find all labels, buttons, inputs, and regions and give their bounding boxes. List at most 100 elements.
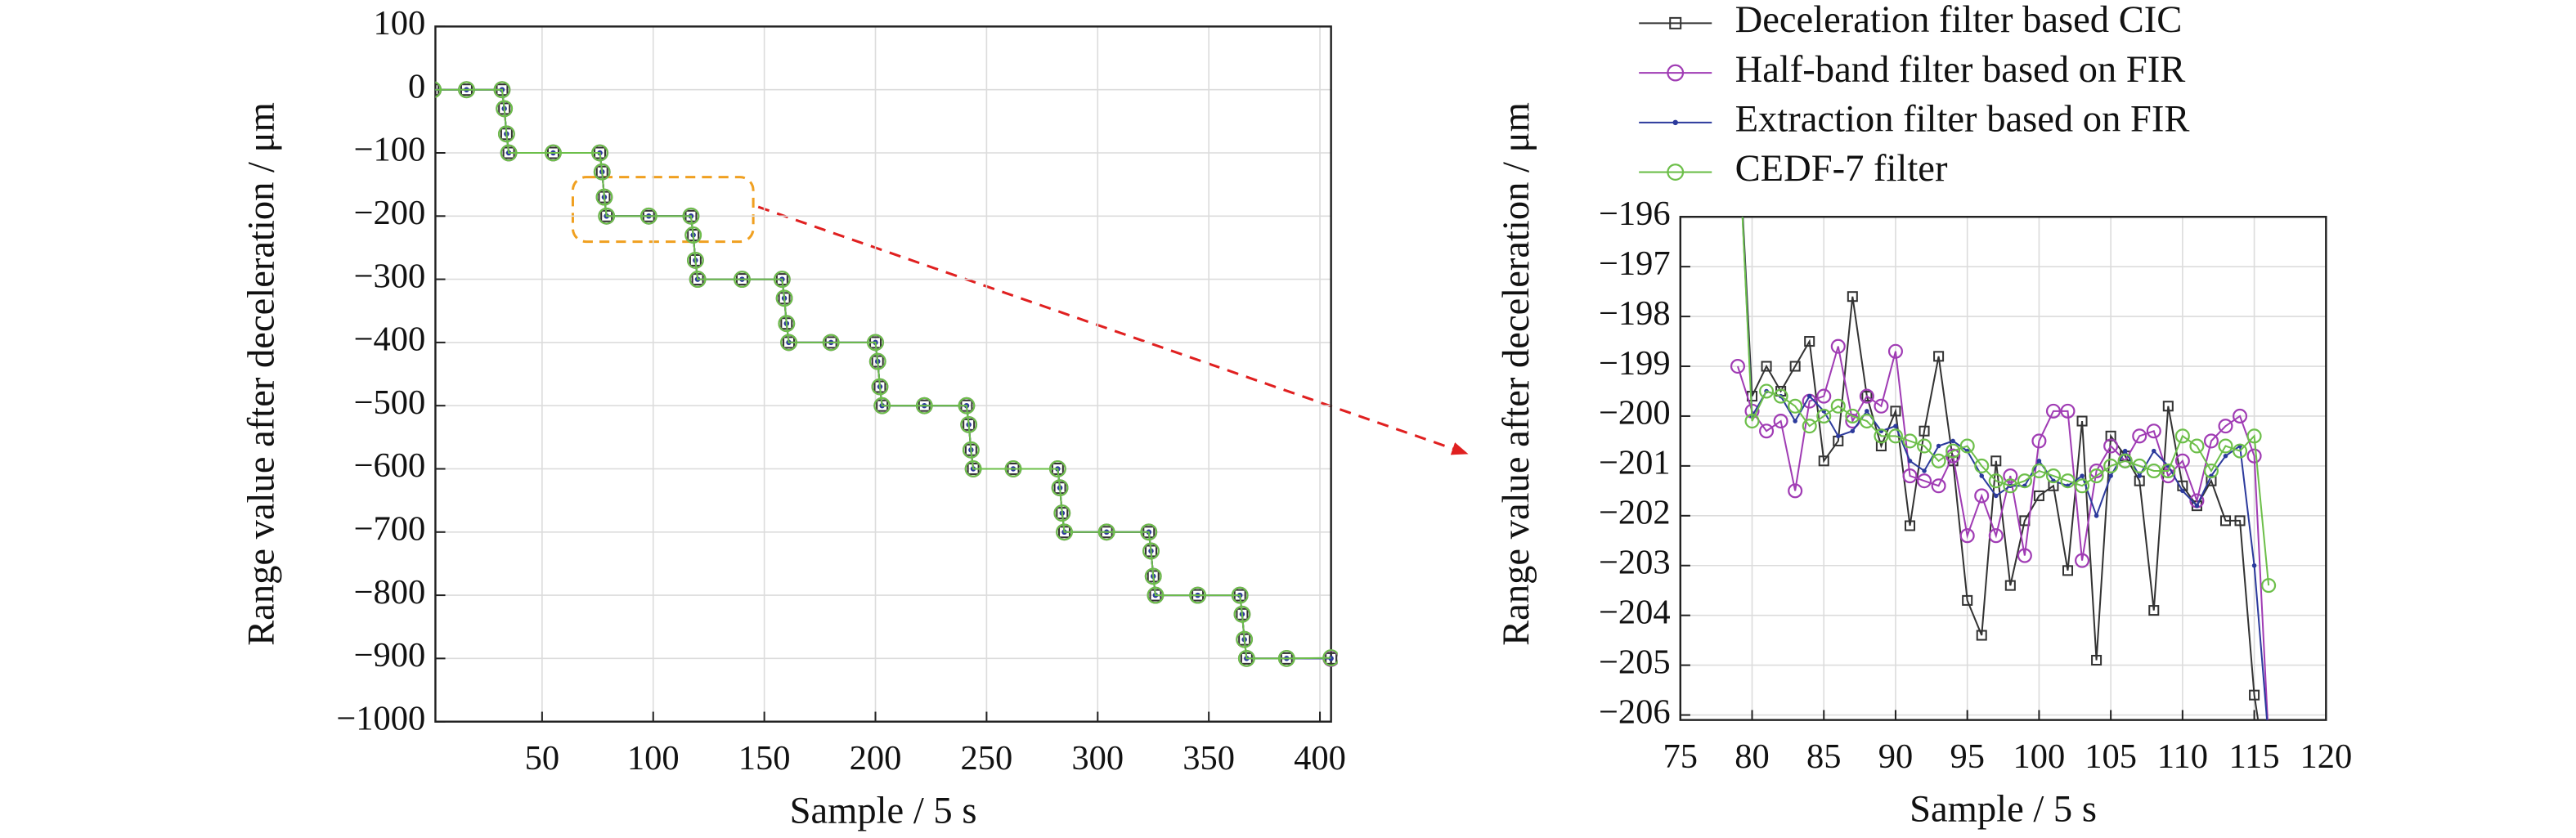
marker <box>2031 463 2047 479</box>
marker <box>2203 463 2219 479</box>
y-tick-label: −1000 <box>336 699 425 737</box>
marker <box>1907 459 1913 464</box>
series-line <box>1742 217 2260 720</box>
marker <box>960 415 978 433</box>
marker <box>2233 443 2248 459</box>
y-tick-label: −200 <box>1599 394 1671 432</box>
marker <box>1865 409 1869 414</box>
marker <box>1836 433 1841 439</box>
legend-label: Deceleration filter based CIC <box>1735 0 2183 41</box>
marker <box>682 207 700 225</box>
plot-frame <box>434 25 1332 723</box>
marker <box>458 81 475 99</box>
marker <box>1322 649 1338 667</box>
marker <box>1231 586 1249 604</box>
y-tick-label: 100 <box>374 4 426 43</box>
marker <box>1237 649 1255 667</box>
marker <box>593 163 611 181</box>
marker <box>1874 398 1889 414</box>
marker <box>873 397 891 415</box>
marker <box>686 251 704 269</box>
y-tick-label: −205 <box>1599 643 1671 681</box>
marker <box>2194 503 2200 509</box>
marker <box>775 289 793 307</box>
marker <box>2045 403 2061 419</box>
x-tick-label: 115 <box>2228 737 2279 776</box>
marker <box>1974 488 1990 504</box>
zoom-box <box>571 176 755 244</box>
marker <box>1142 542 1160 560</box>
marker <box>1902 433 1918 449</box>
marker <box>1830 398 1846 414</box>
marker <box>1097 523 1115 541</box>
marker <box>2122 448 2128 454</box>
marker <box>497 125 515 143</box>
x-tick-label: 75 <box>1663 737 1698 776</box>
marker <box>1887 428 1903 444</box>
marker <box>1818 455 1829 467</box>
legend-label: CEDF-7 filter <box>1735 148 1948 190</box>
marker <box>2075 478 2090 494</box>
marker <box>2045 468 2061 484</box>
legend-label: Half-band filter based on FIR <box>1735 49 2186 91</box>
x-tick-label: 250 <box>961 739 1013 778</box>
marker <box>2017 473 2032 489</box>
y-tick-label: −400 <box>354 320 426 359</box>
marker <box>1806 393 1812 399</box>
marker <box>1773 388 1788 404</box>
zoom-arrow <box>757 205 1469 455</box>
y-tick-label: −199 <box>1599 344 1671 383</box>
marker <box>1890 406 1901 417</box>
marker <box>1893 423 1898 428</box>
x-tick-label: 350 <box>1183 739 1235 778</box>
marker <box>500 144 518 162</box>
y-tick-label: −203 <box>1599 543 1671 581</box>
marker <box>435 81 442 98</box>
marker <box>1904 520 1916 531</box>
marker <box>2031 433 2047 449</box>
marker <box>2075 553 2090 568</box>
marker <box>1859 388 1874 404</box>
x-tick-label: 200 <box>850 739 902 778</box>
marker <box>1847 291 1858 302</box>
y-tick-label: −800 <box>354 573 426 612</box>
marker <box>1804 336 1815 347</box>
marker <box>1793 419 1797 423</box>
marker <box>2103 438 2119 454</box>
marker <box>2003 478 2018 494</box>
marker <box>2246 428 2262 444</box>
marker <box>2203 433 2219 449</box>
y-tick-label: −100 <box>354 131 426 169</box>
marker <box>2174 453 2190 468</box>
x-tick-label: 100 <box>627 739 680 778</box>
y-tick-label: −600 <box>354 446 426 485</box>
legend-marker <box>1672 119 1678 126</box>
marker <box>778 315 796 333</box>
marker <box>958 397 976 415</box>
marker <box>2148 605 2160 616</box>
marker <box>1761 361 1772 372</box>
legend-entry: Half-band filter based on FIR <box>1639 49 2185 91</box>
legend-entry: Deceleration filter based CIC <box>1639 0 2182 41</box>
marker <box>689 271 707 289</box>
marker <box>1051 479 1069 497</box>
marker <box>2117 453 2133 468</box>
x-tick-label: 100 <box>2013 737 2066 776</box>
series-line <box>435 88 1331 660</box>
marker <box>595 188 613 206</box>
marker <box>1056 523 1073 541</box>
y-tick-label: −202 <box>1599 494 1671 532</box>
marker <box>2189 438 2205 454</box>
marker <box>2219 515 2232 527</box>
marker <box>2103 458 2119 473</box>
marker <box>2180 488 2185 494</box>
marker <box>1830 338 1846 354</box>
marker <box>2036 459 2042 464</box>
marker <box>2003 468 2018 484</box>
marker <box>1988 473 2004 489</box>
marker <box>1976 630 1987 641</box>
marker <box>1233 605 1251 623</box>
marker <box>1140 523 1158 541</box>
marker <box>2233 408 2248 423</box>
